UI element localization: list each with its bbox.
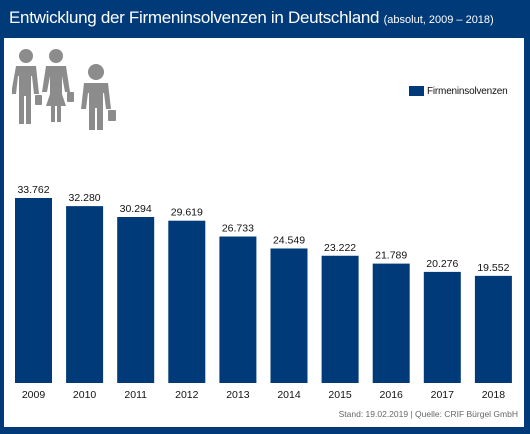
x-tick-label: 2009	[22, 389, 46, 401]
bar-chart: 33.762 2009 32.280 2010 30.294 2011 29.619 2012…	[15, 184, 512, 401]
bar-2010	[66, 206, 104, 383]
businesswoman-icon	[42, 49, 74, 122]
data-label: 19.552	[477, 262, 509, 274]
bar-2014	[270, 248, 308, 383]
businessman-icon	[81, 64, 116, 130]
x-tick-label: 2015	[328, 389, 352, 401]
bar-2015	[321, 255, 359, 383]
source-note: Stand: 19.02.2019 | Quelle: CRIF Bürgel …	[338, 409, 518, 419]
bar-2017	[423, 271, 461, 383]
data-label: 20.276	[426, 258, 458, 270]
legend: Firmeninsolvenzen	[409, 84, 508, 98]
data-label: 23.222	[324, 242, 356, 254]
business-people-icon	[12, 49, 116, 130]
data-label: 29.619	[171, 207, 203, 219]
legend-swatch	[409, 86, 424, 96]
data-label: 24.549	[273, 234, 305, 246]
data-label: 30.294	[120, 203, 152, 215]
bar-2012	[168, 220, 206, 383]
bar-2011	[117, 217, 155, 383]
data-label: 32.280	[69, 192, 101, 204]
data-label: 26.733	[222, 223, 254, 235]
x-tick-label: 2013	[226, 389, 250, 401]
x-tick-label: 2014	[277, 389, 301, 401]
chart-subtitle: (absolut, 2009 – 2018)	[383, 14, 494, 26]
businessman-icon	[12, 49, 42, 124]
bar-2016	[372, 263, 410, 383]
chart-title: Entwicklung der Firmeninsolvenzen in Deu…	[9, 8, 494, 28]
x-tick-label: 2016	[380, 389, 404, 401]
x-tick-label: 2011	[124, 389, 147, 401]
x-tick-label: 2018	[482, 389, 506, 401]
chart-title-main: Entwicklung der Firmeninsolvenzen in Deu…	[9, 8, 380, 27]
x-tick-label: 2010	[73, 389, 97, 401]
chart-panel: Firmeninsolvenzen 33.762 2009 32.280 2010 30…	[4, 38, 524, 427]
x-tick-label: 2012	[175, 389, 199, 401]
header: Entwicklung der Firmeninsolvenzen in Deu…	[0, 0, 530, 38]
data-label: 21.789	[375, 250, 407, 262]
x-tick-label: 2017	[431, 389, 455, 401]
bar-2018	[474, 275, 512, 383]
bar-2013	[219, 236, 257, 383]
bar-2009	[15, 198, 52, 383]
legend-label: Firmeninsolvenzen	[427, 85, 508, 97]
data-label: 33.762	[17, 184, 49, 196]
